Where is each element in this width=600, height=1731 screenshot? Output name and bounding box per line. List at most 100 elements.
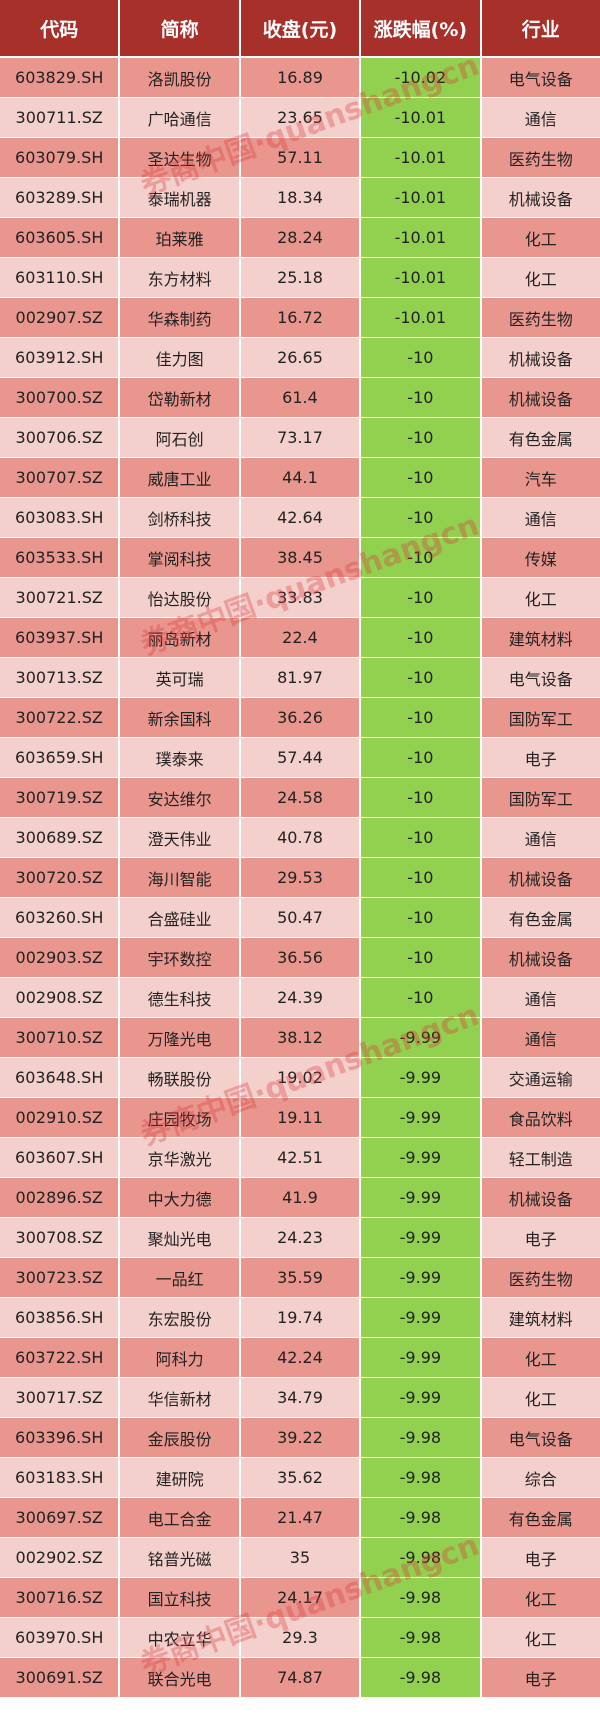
industry-cell: 轻工制造 xyxy=(481,1138,600,1178)
close-price-cell: 19.11 xyxy=(240,1098,360,1138)
change-pct-cell: -10 xyxy=(361,418,480,458)
stock-code-cell: 002910.SZ xyxy=(0,1098,119,1138)
industry-cell: 通信 xyxy=(481,818,600,858)
table-row: 603079.SH 圣达生物 57.11 -10.01 医药生物 xyxy=(0,138,600,178)
stock-name-cell: 岱勒新材 xyxy=(120,378,239,418)
change-pct-cell: -10 xyxy=(361,978,480,1018)
industry-cell: 电子 xyxy=(481,1218,600,1258)
stock-name-cell: 中农立华 xyxy=(120,1618,239,1658)
table-row: 603607.SH 京华激光 42.51 -9.99 轻工制造 xyxy=(0,1138,600,1178)
close-price-cell: 39.22 xyxy=(240,1418,360,1458)
industry-cell: 电气设备 xyxy=(481,1418,600,1458)
industry-cell: 医药生物 xyxy=(481,1258,600,1298)
stock-code-cell: 603079.SH xyxy=(0,138,119,178)
industry-cell: 综合 xyxy=(481,1458,600,1498)
stock-name-cell: 丽岛新材 xyxy=(120,618,239,658)
stock-code-cell: 603110.SH xyxy=(0,258,119,298)
table-row: 603648.SH 畅联股份 19.02 -9.99 交通运输 xyxy=(0,1058,600,1098)
stock-name-cell: 聚灿光电 xyxy=(120,1218,239,1258)
change-pct-cell: -9.99 xyxy=(361,1338,480,1378)
table-row: 300711.SZ 广哈通信 23.65 -10.01 通信 xyxy=(0,98,600,138)
change-pct-cell: -9.99 xyxy=(361,1378,480,1418)
table-row: 300697.SZ 电工合金 21.47 -9.98 有色金属 xyxy=(0,1498,600,1538)
industry-cell: 化工 xyxy=(481,578,600,618)
industry-cell: 机械设备 xyxy=(481,178,600,218)
stock-name-cell: 华信新材 xyxy=(120,1378,239,1418)
stock-code-cell: 603083.SH xyxy=(0,498,119,538)
close-price-cell: 57.44 xyxy=(240,738,360,778)
table-row: 300721.SZ 怡达股份 33.83 -10 化工 xyxy=(0,578,600,618)
header-code: 代码 xyxy=(0,0,119,58)
table-row: 002910.SZ 庄园牧场 19.11 -9.99 食品饮料 xyxy=(0,1098,600,1138)
table-row: 603912.SH 佳力图 26.65 -10 机械设备 xyxy=(0,338,600,378)
close-price-cell: 36.26 xyxy=(240,698,360,738)
close-price-cell: 24.17 xyxy=(240,1578,360,1618)
industry-cell: 国防军工 xyxy=(481,778,600,818)
change-pct-cell: -9.99 xyxy=(361,1298,480,1338)
change-pct-cell: -10 xyxy=(361,938,480,978)
change-pct-cell: -9.99 xyxy=(361,1258,480,1298)
change-pct-cell: -9.98 xyxy=(361,1618,480,1658)
stock-name-cell: 合盛硅业 xyxy=(120,898,239,938)
stock-name-cell: 德生科技 xyxy=(120,978,239,1018)
close-price-cell: 21.47 xyxy=(240,1498,360,1538)
table-row: 603829.SH 洛凯股份 16.89 -10.02 电气设备 xyxy=(0,58,600,98)
table-row: 300713.SZ 英可瑞 81.97 -10 电气设备 xyxy=(0,658,600,698)
industry-cell: 交通运输 xyxy=(481,1058,600,1098)
stock-name-cell: 庄园牧场 xyxy=(120,1098,239,1138)
industry-cell: 传媒 xyxy=(481,538,600,578)
table-row: 300708.SZ 聚灿光电 24.23 -9.99 电子 xyxy=(0,1218,600,1258)
industry-cell: 电子 xyxy=(481,738,600,778)
stock-name-cell: 金辰股份 xyxy=(120,1418,239,1458)
close-price-cell: 36.56 xyxy=(240,938,360,978)
table-row: 603260.SH 合盛硅业 50.47 -10 有色金属 xyxy=(0,898,600,938)
stock-name-cell: 洛凯股份 xyxy=(120,58,239,98)
stock-name-cell: 新余国科 xyxy=(120,698,239,738)
stock-name-cell: 铭普光磁 xyxy=(120,1538,239,1578)
industry-cell: 国防军工 xyxy=(481,698,600,738)
industry-cell: 机械设备 xyxy=(481,938,600,978)
close-price-cell: 19.02 xyxy=(240,1058,360,1098)
header-change: 涨跌幅(%) xyxy=(361,0,480,58)
close-price-cell: 42.64 xyxy=(240,498,360,538)
close-price-cell: 16.89 xyxy=(240,58,360,98)
change-pct-cell: -10.02 xyxy=(361,58,480,98)
change-pct-cell: -10 xyxy=(361,778,480,818)
table-row: 603533.SH 掌阅科技 38.45 -10 传媒 xyxy=(0,538,600,578)
table-row: 603083.SH 剑桥科技 42.64 -10 通信 xyxy=(0,498,600,538)
stock-code-cell: 603607.SH xyxy=(0,1138,119,1178)
close-price-cell: 44.1 xyxy=(240,458,360,498)
close-price-cell: 19.74 xyxy=(240,1298,360,1338)
industry-cell: 化工 xyxy=(481,258,600,298)
stock-name-cell: 国立科技 xyxy=(120,1578,239,1618)
table-row: 300720.SZ 海川智能 29.53 -10 机械设备 xyxy=(0,858,600,898)
change-pct-cell: -10 xyxy=(361,858,480,898)
change-pct-cell: -10 xyxy=(361,498,480,538)
table-row: 300707.SZ 威唐工业 44.1 -10 汽车 xyxy=(0,458,600,498)
industry-cell: 电气设备 xyxy=(481,58,600,98)
change-pct-cell: -10.01 xyxy=(361,138,480,178)
stock-code-cell: 603970.SH xyxy=(0,1618,119,1658)
table-row: 603605.SH 珀莱雅 28.24 -10.01 化工 xyxy=(0,218,600,258)
stock-name-cell: 佳力图 xyxy=(120,338,239,378)
table-row: 300719.SZ 安达维尔 24.58 -10 国防军工 xyxy=(0,778,600,818)
table-row: 603110.SH 东方材料 25.18 -10.01 化工 xyxy=(0,258,600,298)
change-pct-cell: -10 xyxy=(361,378,480,418)
stock-name-cell: 掌阅科技 xyxy=(120,538,239,578)
industry-cell: 有色金属 xyxy=(481,418,600,458)
stock-name-cell: 珀莱雅 xyxy=(120,218,239,258)
stock-code-cell: 300697.SZ xyxy=(0,1498,119,1538)
stock-name-cell: 怡达股份 xyxy=(120,578,239,618)
change-pct-cell: -10 xyxy=(361,698,480,738)
stock-code-cell: 300706.SZ xyxy=(0,418,119,458)
industry-cell: 通信 xyxy=(481,978,600,1018)
stock-code-cell: 603289.SH xyxy=(0,178,119,218)
table-row: 002907.SZ 华森制药 16.72 -10.01 医药生物 xyxy=(0,298,600,338)
stock-code-cell: 002896.SZ xyxy=(0,1178,119,1218)
industry-cell: 化工 xyxy=(481,1578,600,1618)
industry-cell: 电气设备 xyxy=(481,658,600,698)
close-price-cell: 23.65 xyxy=(240,98,360,138)
stock-name-cell: 英可瑞 xyxy=(120,658,239,698)
table-header: 代码 简称 收盘(元) 涨跌幅(%) 行业 xyxy=(0,0,600,58)
table-row: 603937.SH 丽岛新材 22.4 -10 建筑材料 xyxy=(0,618,600,658)
